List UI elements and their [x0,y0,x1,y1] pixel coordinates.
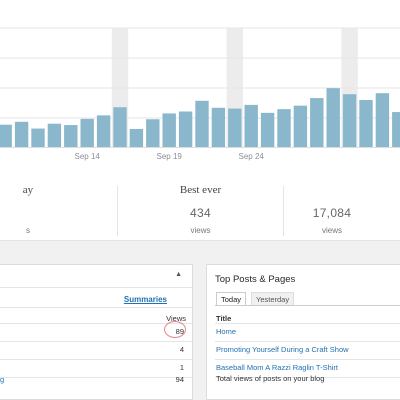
stat-unit: s [26,226,30,235]
table-row-divider [215,323,400,324]
row-views: 4 [179,345,184,354]
x-tick-label: Sep 14 [74,152,100,161]
caret-up-icon[interactable]: ▲ [175,271,182,278]
chart-bar[interactable] [96,115,111,148]
chart-bar[interactable] [113,107,127,148]
table-row-divider [0,323,192,324]
stat-value: 17,084 [312,206,352,220]
chart-bar[interactable] [14,121,29,148]
stat-label: Al [284,184,400,196]
stat-value: 434 [190,206,211,220]
row-views: 1 [179,363,184,372]
views-bar-chart [0,0,400,148]
chart-bar[interactable] [244,104,258,148]
tab-today[interactable]: Today [216,292,247,306]
table-row-divider [215,377,400,378]
post-link-home[interactable]: Home [216,327,237,336]
stat-label: ay [22,184,34,196]
title-column-header: Title [216,314,232,323]
stats-chart-card: Sep 14 Sep 19 Sep 24 ay s Best ever 434 vi… [0,0,400,241]
panel-divider [0,287,192,288]
chart-bar[interactable] [162,113,176,148]
chart-bar[interactable] [375,93,390,148]
panel-title: Top Posts & Pages [215,274,296,285]
stat-unit: views [321,226,342,235]
chart-bar[interactable] [195,100,209,148]
stat-today: ay s [0,168,116,240]
chart-bar[interactable] [310,98,324,148]
post-link-craft-show[interactable]: Promoting Yourself During a Craft Show [216,345,349,354]
stat-divider [117,186,118,236]
chart-bar[interactable] [0,124,12,148]
chart-bar[interactable] [392,112,400,148]
table-row-divider [0,359,192,360]
stat-label: Best ever [179,184,222,196]
row-link[interactable]: g [0,375,5,384]
chart-bar[interactable] [211,107,226,148]
summaries-link[interactable]: Summaries [123,295,167,304]
chart-bar[interactable] [359,100,373,148]
post-link-tshirt[interactable]: Baseball Mom A Razzi Raglin T-Shirt [216,363,338,372]
chart-bar[interactable] [293,105,308,148]
chart-svg [0,27,400,148]
stat-unit: views [190,226,211,235]
chart-bar[interactable] [260,112,275,148]
chart-bar[interactable] [178,111,193,148]
chart-bar[interactable] [80,118,94,148]
table-row-divider [0,341,192,342]
table-row-divider [215,341,400,342]
referrers-panel: ▲ Summaries Views 89 4 1 g 94 [0,264,193,400]
x-tick-label: Sep 24 [238,152,264,161]
chart-bar[interactable] [129,128,144,148]
stats-summary-row: ay s Best ever 434 views Al 17,084 views [0,168,400,240]
views-column-header: Views [166,314,186,323]
chart-bar[interactable] [47,123,62,148]
stat-divider [283,186,284,236]
x-tick-label: Sep 19 [156,152,182,161]
tab-yesterday[interactable]: Yesterday [251,292,295,306]
chart-bar[interactable] [326,88,340,148]
chart-bar[interactable] [277,109,291,148]
total-views-label: Total views of posts on your blog [216,374,325,383]
table-row-divider [0,377,192,378]
stat-all-time: Al 17,084 views [284,168,400,240]
chart-bar[interactable] [342,94,357,148]
chart-bar[interactable] [31,128,45,148]
panel-divider [0,307,192,308]
top-posts-panel: Top Posts & Pages Today Yesterday Title … [206,264,400,400]
tab-divider [215,305,400,306]
table-row-divider [215,359,400,360]
chart-bar[interactable] [146,119,160,148]
chart-bar[interactable] [64,125,78,148]
chart-bar[interactable] [228,108,242,148]
stat-best-ever: Best ever 434 views [118,168,283,240]
row-views-total: 94 [175,375,184,384]
highlight-circle [164,321,186,338]
